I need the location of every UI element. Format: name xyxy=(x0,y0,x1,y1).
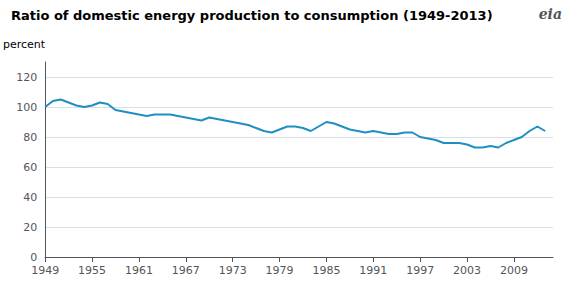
svg-text:1985: 1985 xyxy=(312,264,340,277)
svg-text:1967: 1967 xyxy=(172,264,200,277)
svg-text:120: 120 xyxy=(16,71,37,84)
svg-text:0: 0 xyxy=(30,251,37,264)
svg-text:1979: 1979 xyxy=(266,264,294,277)
svg-text:80: 80 xyxy=(23,131,37,144)
svg-text:1949: 1949 xyxy=(31,264,59,277)
svg-text:1997: 1997 xyxy=(406,264,434,277)
svg-text:20: 20 xyxy=(23,221,37,234)
svg-text:1961: 1961 xyxy=(125,264,153,277)
svg-text:2009: 2009 xyxy=(500,264,528,277)
svg-text:1973: 1973 xyxy=(219,264,247,277)
svg-text:1955: 1955 xyxy=(78,264,106,277)
svg-text:60: 60 xyxy=(23,161,37,174)
svg-text:percent: percent xyxy=(3,38,46,51)
svg-text:1991: 1991 xyxy=(359,264,387,277)
svg-text:Ratio of domestic energy produ: Ratio of domestic energy production to c… xyxy=(11,8,493,23)
svg-text:100: 100 xyxy=(16,101,37,114)
svg-text:40: 40 xyxy=(23,191,37,204)
svg-text:eia: eia xyxy=(539,6,562,22)
svg-text:2003: 2003 xyxy=(453,264,481,277)
